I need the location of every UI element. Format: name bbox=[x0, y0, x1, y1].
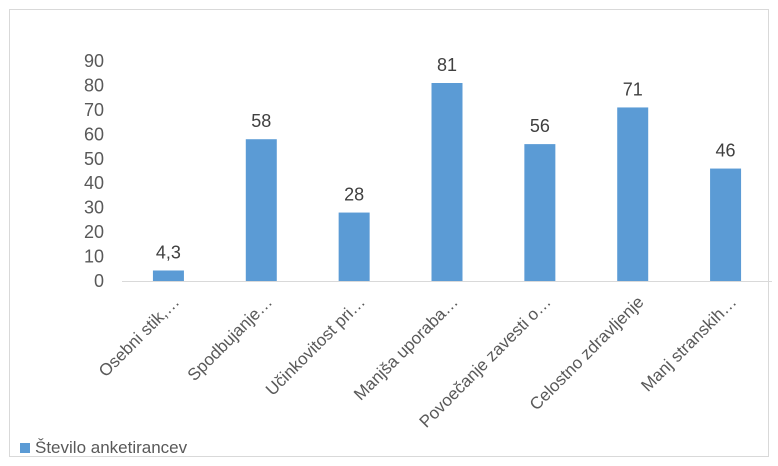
bar bbox=[245, 139, 277, 281]
y-tick-label: 90 bbox=[84, 51, 104, 71]
bar bbox=[431, 83, 463, 281]
y-tick-label: 70 bbox=[84, 100, 104, 120]
bar bbox=[710, 168, 742, 281]
bar bbox=[338, 212, 370, 281]
data-label: 71 bbox=[623, 79, 643, 99]
bar bbox=[152, 270, 184, 281]
y-tick-label: 60 bbox=[84, 124, 104, 144]
y-tick-label: 50 bbox=[84, 149, 104, 169]
y-tick-label: 40 bbox=[84, 173, 104, 193]
data-label: 56 bbox=[530, 116, 550, 136]
y-tick-label: 80 bbox=[84, 75, 104, 95]
bar bbox=[524, 144, 556, 281]
x-tick-label: Manj stranskih… bbox=[637, 292, 740, 395]
y-tick-label: 30 bbox=[84, 198, 104, 218]
legend: Število anketirancev bbox=[20, 438, 187, 458]
y-tick-label: 20 bbox=[84, 222, 104, 242]
data-label: 58 bbox=[251, 111, 271, 131]
y-tick-label: 10 bbox=[84, 247, 104, 267]
bar bbox=[617, 107, 649, 281]
data-label: 28 bbox=[344, 185, 364, 205]
data-label: 81 bbox=[437, 55, 457, 75]
x-tick-label: Osebni stik,… bbox=[95, 292, 183, 380]
x-tick-label: Spodbujanje… bbox=[184, 292, 276, 384]
legend-label: Število anketirancev bbox=[35, 438, 188, 457]
y-tick-label: 0 bbox=[94, 271, 104, 291]
x-tick-label: Učinkovitost pri… bbox=[262, 292, 369, 399]
data-label: 4,3 bbox=[156, 242, 181, 262]
data-label: 46 bbox=[716, 141, 736, 161]
legend-swatch bbox=[20, 443, 30, 453]
